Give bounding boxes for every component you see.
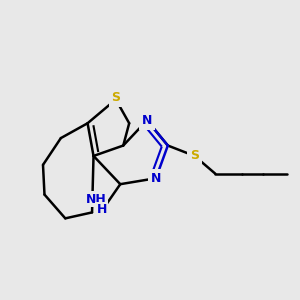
Text: N: N [142,114,152,127]
Text: S: S [111,92,120,104]
Text: NH: NH [86,193,107,206]
Text: H: H [97,203,107,216]
Text: S: S [190,149,199,162]
Text: N: N [151,172,161,185]
